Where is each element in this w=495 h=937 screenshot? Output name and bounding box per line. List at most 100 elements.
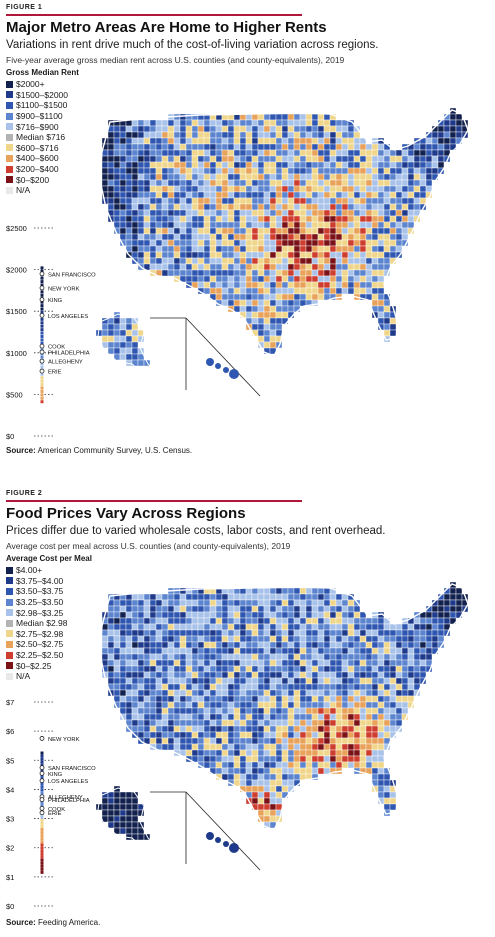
county-tile <box>299 659 307 667</box>
county-tile <box>365 677 373 685</box>
county-tile <box>185 191 193 199</box>
county-tile <box>203 119 211 127</box>
county-tile <box>233 629 241 637</box>
county-tile <box>365 701 373 709</box>
county-tile <box>215 293 223 301</box>
county-tile <box>383 653 391 661</box>
county-tile <box>131 239 139 247</box>
county-tile <box>221 635 229 643</box>
county-tile <box>233 605 241 613</box>
county-tile <box>239 629 247 637</box>
county-tile <box>125 221 133 229</box>
county-tile <box>215 209 223 217</box>
county-tile <box>371 155 379 163</box>
highlight-label: SAN FRANCISCO <box>48 272 96 278</box>
county-tile <box>191 125 199 133</box>
county-tile <box>113 635 121 643</box>
legend-item: $2.98–$3.25 <box>6 607 106 618</box>
county-tile <box>167 713 175 721</box>
county-tile <box>215 629 223 637</box>
county-tile <box>173 215 181 223</box>
county-tile <box>179 143 187 151</box>
county-tile <box>401 221 409 229</box>
county-tile <box>365 647 373 655</box>
county-tile <box>419 185 427 193</box>
alaska-outline <box>97 787 162 853</box>
county-tile <box>119 173 127 181</box>
distribution-bin <box>40 276 44 280</box>
county-tile <box>125 695 133 703</box>
county-tile <box>173 593 181 601</box>
county-tile <box>377 629 385 637</box>
county-tile <box>263 263 271 271</box>
county-tile <box>263 707 271 715</box>
county-tile <box>353 701 361 709</box>
county-tile <box>227 623 235 631</box>
county-tile <box>155 137 163 145</box>
county-tile <box>221 689 229 697</box>
county-tile <box>125 173 133 181</box>
highlight-marker <box>39 765 45 770</box>
county-tile <box>173 227 181 235</box>
county-tile <box>269 725 277 733</box>
county-tile <box>401 641 409 649</box>
county-tile <box>323 731 331 739</box>
county-tile <box>293 683 301 691</box>
county-tile <box>107 653 115 661</box>
county-tile <box>287 185 295 193</box>
county-tile <box>269 161 277 169</box>
county-tile <box>341 281 349 289</box>
county-tile <box>383 197 391 205</box>
county-tile <box>401 185 409 193</box>
county-tile <box>269 677 277 685</box>
county-tile <box>191 749 199 757</box>
county-tile <box>395 707 403 715</box>
county-tile <box>209 653 217 661</box>
county-tile <box>323 755 331 763</box>
county-tile <box>125 185 133 193</box>
county-tile <box>227 167 235 175</box>
county-tile <box>167 191 175 199</box>
county-tile <box>167 677 175 685</box>
county-tile <box>311 215 319 223</box>
county-tile <box>131 251 139 259</box>
county-tile <box>389 203 397 211</box>
county-tile <box>281 773 289 781</box>
county-tile <box>263 173 271 181</box>
county-tile <box>137 671 145 679</box>
county-tile <box>359 719 367 727</box>
county-tile <box>359 221 367 229</box>
county-tile <box>275 611 283 619</box>
county-tile <box>203 713 211 721</box>
county-tile <box>281 707 289 715</box>
county-tile <box>293 593 301 601</box>
legend-item: $4.00+ <box>6 565 106 576</box>
county-tile <box>353 275 361 283</box>
county-tile <box>137 227 145 235</box>
county-tile <box>341 251 349 259</box>
county-tile <box>173 179 181 187</box>
county-tile <box>257 251 265 259</box>
county-tile <box>215 143 223 151</box>
county-tile <box>251 119 259 127</box>
county-tile <box>353 689 361 697</box>
county-tile <box>329 671 337 679</box>
county-tile <box>383 203 391 211</box>
county-tile <box>287 161 295 169</box>
county-tile <box>137 701 145 709</box>
county-tile <box>197 173 205 181</box>
county-tile <box>221 131 229 139</box>
county-tile <box>113 617 121 625</box>
county-tile <box>107 161 115 169</box>
county-tile <box>311 299 319 307</box>
axis-tick-label: $6 <box>6 727 14 736</box>
county-tile <box>191 137 199 145</box>
county-tile <box>263 701 271 709</box>
county-tile <box>401 695 409 703</box>
county-tile <box>377 305 385 313</box>
county-tile <box>347 611 355 619</box>
county-tile <box>197 671 205 679</box>
county-tile <box>125 227 133 235</box>
county-tile <box>257 131 265 139</box>
county-tile <box>257 179 265 187</box>
